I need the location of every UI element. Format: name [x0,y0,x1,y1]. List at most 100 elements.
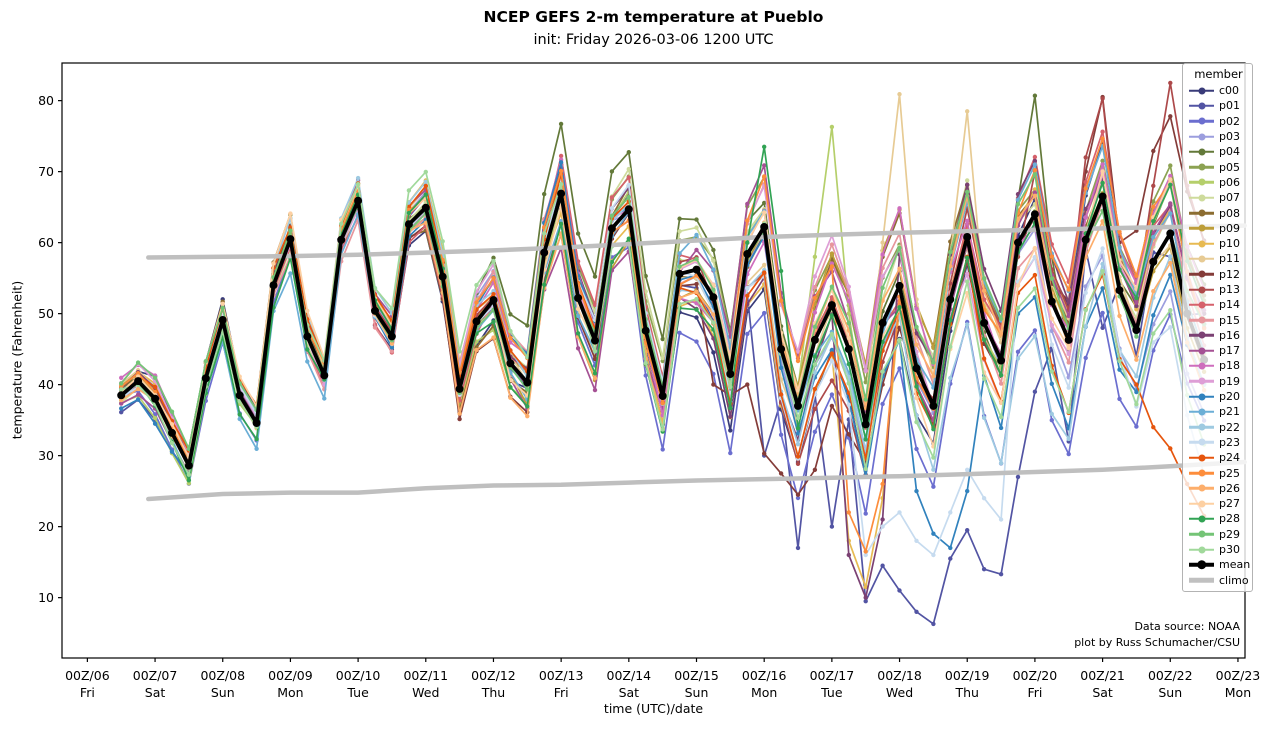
member-markers-p02 [119,189,1207,516]
legend-entry-label: p17 [1219,344,1240,358]
x-tick-label-day: Sun [1158,685,1182,700]
legend-swatch-p09 [1189,223,1214,233]
y-tick-label: 30 [38,448,54,463]
x-tick-label-day: Tue [346,685,369,700]
x-tick-label-day: Tue [820,685,843,700]
legend-entry-label: c00 [1219,84,1240,98]
legend-entry-p22: p22 [1189,420,1248,435]
x-tick-label-utc: 00Z/07 [133,668,178,683]
legend-entry-label: p07 [1219,191,1240,205]
legend-entry-p18: p18 [1189,358,1248,373]
legend-entry-label: p20 [1219,390,1240,404]
legend-entry-label: p04 [1219,145,1240,159]
legend-entry-label: p02 [1219,114,1240,128]
x-tick-label-day: Sun [685,685,709,700]
legend: member c00 p01 p02 p03 p04 p05 p06 p07 p08 p09 p10… [1182,63,1253,592]
x-tick-label-day: Mon [1225,685,1251,700]
legend-entry-p19: p19 [1189,374,1248,389]
x-tick-label-day: Sun [211,685,235,700]
x-tick-label-utc: 00Z/09 [268,668,313,683]
x-tick-label-day: Mon [751,685,777,700]
legend-entry-p07: p07 [1189,190,1248,205]
legend-entry-label: p25 [1219,466,1240,480]
legend-entry-p15: p15 [1189,312,1248,327]
x-tick-label-day: Thu [954,685,978,700]
legend-swatch-p22 [1189,422,1214,432]
legend-entry-p12: p12 [1189,267,1248,282]
legend-swatch-p08 [1189,208,1214,218]
legend-entry-label: p28 [1219,512,1240,526]
member-line-p25 [120,137,1205,553]
x-tick-label-utc: 00Z/21 [1080,668,1125,683]
legend-swatch-p27 [1189,499,1214,509]
x-tick-label-day: Fri [80,685,95,700]
y-tick-label: 10 [38,590,54,605]
legend-entry-label: p14 [1219,298,1240,312]
x-tick-label-utc: 00Z/10 [336,668,381,683]
x-tick-label-utc: 00Z/15 [674,668,719,683]
legend-swatch-p26 [1189,483,1214,493]
y-tick-label: 80 [38,93,54,108]
legend-swatch-p23 [1189,437,1214,447]
legend-entry-label: p26 [1219,481,1240,495]
legend-swatch-p24 [1189,453,1214,463]
data-source-text: Data source: NOAA [1134,620,1240,633]
x-tick-label-utc: 00Z/08 [200,668,245,683]
legend-swatch-p13 [1189,285,1214,295]
legend-entry-c00: c00 [1189,83,1248,98]
legend-entry-p25: p25 [1189,465,1248,480]
legend-entry-label: p15 [1219,313,1240,327]
legend-swatch-p20 [1189,392,1214,402]
legend-entry-p01: p01 [1189,98,1248,113]
x-tick-label-utc: 00Z/20 [1013,668,1058,683]
x-tick-label-utc: 00Z/13 [539,668,584,683]
legend-entry-p02: p02 [1189,114,1248,129]
legend-swatch-p29 [1189,529,1214,539]
legend-swatch-p04 [1189,147,1214,157]
legend-swatch-p25 [1189,468,1214,478]
climo-lower-line [146,459,1247,502]
x-tick-label-day: Sat [619,685,640,700]
legend-swatch-c00 [1189,86,1214,96]
x-tick-label-day: Thu [481,685,505,700]
legend-entry-p28: p28 [1189,511,1248,526]
legend-swatch-p14 [1189,300,1214,310]
legend-swatch-p12 [1189,269,1214,279]
x-tick-label-day: Sat [1092,685,1113,700]
legend-swatch-p02 [1189,116,1214,126]
climo-upper-line [146,223,1247,260]
legend-entry-p10: p10 [1189,236,1248,251]
legend-entry-label: p11 [1219,252,1240,266]
page-title: NCEP GEFS 2-m temperature at Pueblo [483,8,824,26]
x-tick-label-utc: 00Z/06 [65,668,110,683]
legend-entry-label: p18 [1219,359,1240,373]
legend-entry-mean: mean [1189,557,1250,572]
legend-swatch-p11 [1189,254,1214,264]
legend-entry-label: p21 [1219,405,1240,419]
legend-entry-label: p23 [1219,435,1240,449]
plot-credit-text: plot by Russ Schumacher/CSU [1074,636,1240,649]
legend-entry-p23: p23 [1189,435,1248,450]
legend-entry-label: p19 [1219,374,1240,388]
legend-entry-p21: p21 [1189,404,1248,419]
legend-swatch-p17 [1189,346,1214,356]
x-tick-label-utc: 00Z/19 [945,668,990,683]
x-tick-label-utc: 00Z/18 [877,668,922,683]
legend-swatch-p15 [1189,315,1214,325]
legend-entry-p16: p16 [1189,328,1248,343]
x-tick-label-utc: 00Z/16 [742,668,787,683]
legend-entry-p17: p17 [1189,343,1248,358]
x-tick-label-day: Fri [1027,685,1042,700]
x-tick-label-utc: 00Z/17 [810,668,855,683]
legend-entry-p29: p29 [1189,527,1248,542]
legend-swatch-p10 [1189,239,1214,249]
x-tick-label-day: Sat [145,685,166,700]
legend-swatch-p01 [1189,101,1214,111]
legend-entry-label: p24 [1219,451,1240,465]
legend-swatch-mean [1189,560,1214,570]
y-tick-label: 40 [38,377,54,392]
legend-swatch-p05 [1189,162,1214,172]
legend-swatch-p16 [1189,330,1214,340]
legend-swatch-p19 [1189,376,1214,386]
